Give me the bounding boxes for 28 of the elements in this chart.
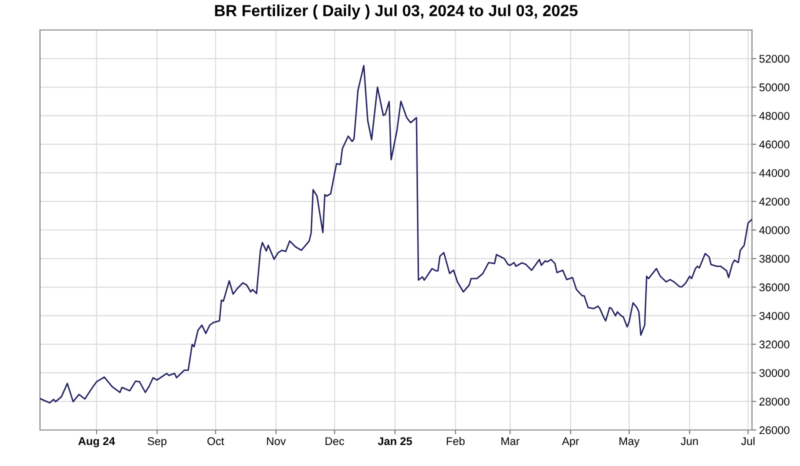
x-tick-label: Jan 25 bbox=[378, 437, 412, 446]
x-tick-label: May bbox=[620, 437, 640, 448]
x-tick-label: Sep bbox=[148, 437, 166, 448]
y-tick-label: 34000 bbox=[759, 312, 790, 320]
y-tick-label: 46000 bbox=[759, 140, 790, 148]
x-tick-label: Jun bbox=[680, 437, 698, 446]
x-tick-label: Aug 24 bbox=[78, 437, 116, 448]
y-tick-label: 36000 bbox=[759, 283, 790, 292]
x-tick-label: Apr bbox=[562, 437, 580, 448]
x-tick-label: Mar bbox=[501, 437, 520, 446]
y-tick-label: 40000 bbox=[759, 226, 790, 234]
line-series bbox=[40, 64, 752, 404]
y-tick-label: 38000 bbox=[759, 254, 790, 263]
x-tick-label: Jul bbox=[741, 436, 754, 446]
y-tick-label: 44000 bbox=[759, 169, 790, 177]
y-tick-label: 50000 bbox=[759, 83, 790, 92]
x-tick-label: Dec bbox=[326, 437, 344, 446]
y-tick-label: 32000 bbox=[759, 340, 790, 348]
x-tick-label: Nov bbox=[267, 437, 286, 446]
x-tick-label: Feb bbox=[446, 436, 465, 446]
y-tick-label: 28000 bbox=[760, 398, 790, 406]
y-tick-label: 42000 bbox=[759, 198, 790, 206]
x-tick-label: Oct bbox=[207, 437, 224, 446]
y-tick-label: 48000 bbox=[759, 112, 790, 120]
y-tick-label: 52000 bbox=[759, 54, 790, 63]
y-tick-label: 30000 bbox=[759, 369, 790, 377]
chart-title: BR Fertilizer ( Daily ) Jul 03, 2024 to Jul 03, 2025 bbox=[215, 4, 578, 20]
y-tick-label: 26000 bbox=[760, 426, 790, 434]
